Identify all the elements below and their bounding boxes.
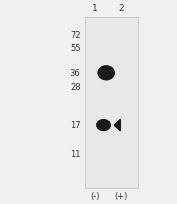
Text: 36: 36: [70, 69, 81, 78]
Text: 55: 55: [70, 43, 81, 52]
Text: 2: 2: [118, 4, 124, 13]
FancyBboxPatch shape: [85, 18, 138, 188]
Text: 1: 1: [92, 4, 98, 13]
Text: 72: 72: [70, 31, 81, 40]
Text: 11: 11: [70, 150, 81, 159]
Text: 28: 28: [70, 82, 81, 91]
Ellipse shape: [97, 66, 115, 81]
Text: (-): (-): [90, 191, 99, 200]
Polygon shape: [114, 120, 120, 131]
Text: 17: 17: [70, 120, 81, 129]
Ellipse shape: [96, 119, 111, 132]
Text: (+): (+): [115, 191, 128, 200]
